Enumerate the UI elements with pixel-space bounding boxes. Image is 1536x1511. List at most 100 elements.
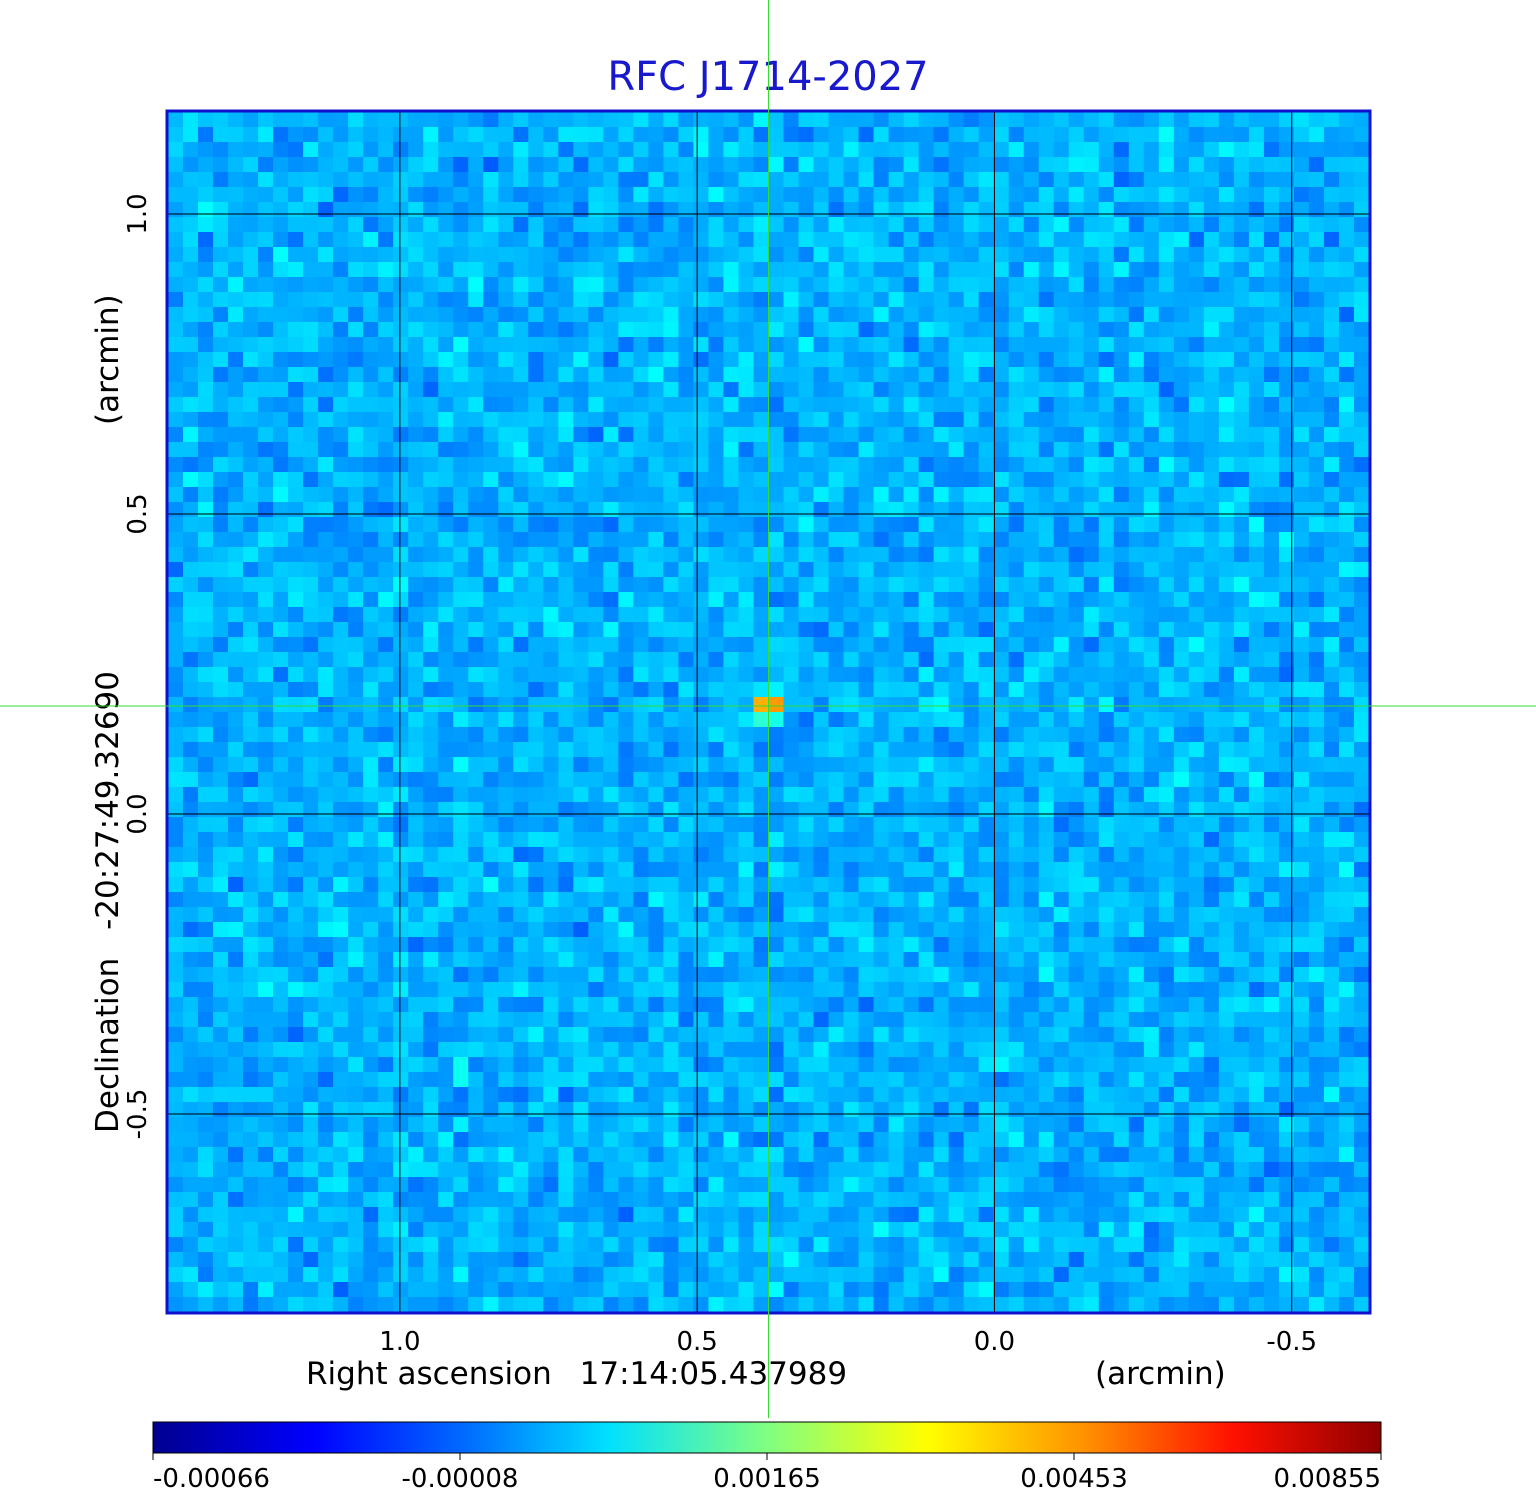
heatmap-pixel bbox=[1158, 907, 1175, 923]
heatmap-pixel bbox=[453, 952, 469, 968]
heatmap-pixel bbox=[708, 247, 725, 263]
heatmap-pixel bbox=[408, 292, 424, 308]
heatmap-pixel bbox=[648, 1027, 665, 1043]
heatmap-pixel bbox=[903, 682, 920, 698]
heatmap-pixel bbox=[1353, 877, 1369, 893]
heatmap-pixel bbox=[243, 847, 259, 863]
heatmap-pixel bbox=[483, 892, 499, 908]
heatmap-pixel bbox=[288, 502, 304, 518]
heatmap-pixel bbox=[1098, 367, 1115, 383]
heatmap-pixel bbox=[453, 727, 469, 743]
heatmap-pixel bbox=[273, 847, 289, 863]
heatmap-pixel bbox=[288, 952, 304, 968]
heatmap-pixel bbox=[438, 862, 454, 878]
heatmap-pixel bbox=[543, 427, 559, 443]
heatmap-pixel bbox=[903, 442, 920, 458]
heatmap-pixel bbox=[348, 922, 364, 938]
heatmap-pixel bbox=[453, 352, 469, 368]
heatmap-pixel bbox=[348, 997, 364, 1013]
heatmap-pixel bbox=[978, 427, 995, 443]
heatmap-pixel bbox=[843, 337, 860, 353]
heatmap-pixel bbox=[408, 472, 424, 488]
heatmap-pixel bbox=[768, 832, 785, 848]
heatmap-pixel bbox=[1248, 877, 1265, 893]
heatmap-pixel bbox=[1098, 862, 1115, 878]
heatmap-pixel bbox=[1338, 922, 1355, 938]
heatmap-pixel bbox=[633, 217, 649, 233]
heatmap-pixel bbox=[993, 967, 1010, 983]
heatmap-pixel bbox=[1173, 532, 1190, 548]
heatmap-pixel bbox=[1023, 517, 1040, 533]
heatmap-pixel bbox=[198, 127, 214, 143]
heatmap-pixel bbox=[348, 277, 364, 293]
heatmap-pixel bbox=[213, 352, 229, 368]
heatmap-pixel bbox=[1203, 352, 1220, 368]
heatmap-pixel bbox=[348, 367, 364, 383]
heatmap-pixel bbox=[423, 502, 439, 518]
heatmap-pixel bbox=[843, 142, 860, 158]
heatmap-pixel bbox=[378, 997, 394, 1013]
heatmap-pixel bbox=[798, 322, 815, 338]
heatmap-pixel bbox=[423, 772, 439, 788]
heatmap-pixel bbox=[873, 232, 890, 248]
heatmap-pixel bbox=[1068, 457, 1085, 473]
heatmap-pixel bbox=[858, 487, 875, 503]
heatmap-pixel bbox=[678, 1042, 695, 1058]
heatmap-pixel bbox=[423, 517, 439, 533]
heatmap-pixel bbox=[258, 232, 274, 248]
heatmap-pixel bbox=[543, 652, 559, 668]
heatmap-pixel bbox=[303, 577, 319, 593]
heatmap-pixel bbox=[183, 922, 199, 938]
heatmap-pixel bbox=[918, 667, 935, 683]
heatmap-pixel bbox=[723, 427, 740, 443]
heatmap-pixel bbox=[603, 457, 619, 473]
heatmap-pixel bbox=[1158, 187, 1175, 203]
heatmap-pixel bbox=[1203, 1012, 1220, 1028]
heatmap-pixel bbox=[1158, 1012, 1175, 1028]
heatmap-pixel bbox=[438, 742, 454, 758]
heatmap-pixel bbox=[558, 922, 574, 938]
heatmap-pixel bbox=[393, 1012, 409, 1028]
heatmap-pixel bbox=[1128, 622, 1145, 638]
heatmap-pixel bbox=[1068, 772, 1085, 788]
heatmap-pixel bbox=[438, 652, 454, 668]
heatmap-pixel bbox=[813, 967, 830, 983]
heatmap-pixel bbox=[468, 442, 484, 458]
heatmap-pixel bbox=[618, 892, 634, 908]
heatmap-pixel bbox=[363, 742, 379, 758]
heatmap-pixel bbox=[723, 967, 740, 983]
heatmap-pixel bbox=[258, 892, 274, 908]
heatmap-pixel bbox=[663, 997, 680, 1013]
heatmap-pixel bbox=[1233, 217, 1250, 233]
heatmap-pixel bbox=[1158, 547, 1175, 563]
heatmap-pixel bbox=[768, 922, 785, 938]
heatmap-pixel bbox=[483, 337, 499, 353]
heatmap-pixel bbox=[393, 742, 409, 758]
heatmap-pixel bbox=[183, 607, 199, 623]
heatmap-pixel bbox=[858, 667, 875, 683]
heatmap-pixel bbox=[1128, 697, 1145, 713]
heatmap-pixel bbox=[408, 862, 424, 878]
heatmap-pixel bbox=[798, 217, 815, 233]
heatmap-pixel bbox=[513, 967, 529, 983]
heatmap-pixel bbox=[1098, 607, 1115, 623]
heatmap-pixel bbox=[1038, 337, 1055, 353]
heatmap-pixel bbox=[1038, 862, 1055, 878]
heatmap-pixel bbox=[588, 1027, 604, 1043]
heatmap-pixel bbox=[1353, 772, 1369, 788]
heatmap-pixel bbox=[723, 952, 740, 968]
heatmap-pixel bbox=[753, 1012, 770, 1028]
heatmap-pixel bbox=[648, 862, 665, 878]
heatmap-pixel bbox=[963, 562, 980, 578]
heatmap-pixel bbox=[783, 322, 800, 338]
heatmap-pixel bbox=[933, 367, 950, 383]
heatmap-pixel bbox=[873, 967, 890, 983]
heatmap-pixel bbox=[213, 742, 229, 758]
heatmap-pixel bbox=[558, 967, 574, 983]
heatmap-pixel bbox=[1023, 112, 1040, 128]
heatmap-pixel bbox=[513, 292, 529, 308]
heatmap-pixel bbox=[618, 757, 634, 773]
heatmap-pixel bbox=[1098, 232, 1115, 248]
heatmap-pixel bbox=[1338, 517, 1355, 533]
heatmap-pixel bbox=[978, 847, 995, 863]
